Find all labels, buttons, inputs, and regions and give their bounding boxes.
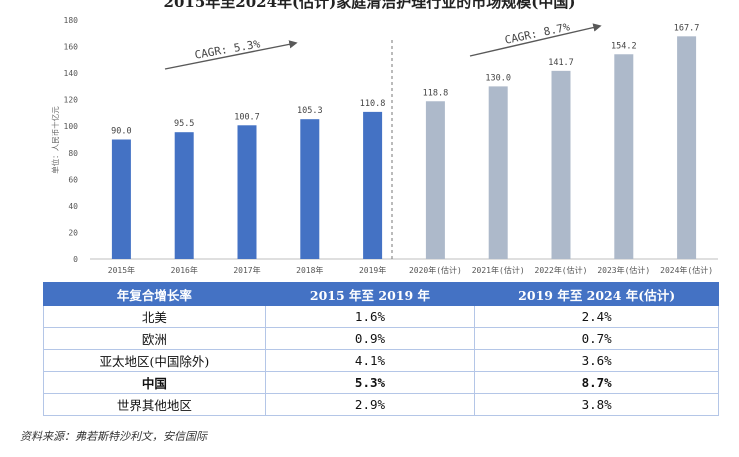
table-header-row: 年复合增长率 2015 年至 2019 年 2019 年至 2024 年(估计) (43, 282, 719, 306)
cagr-arrow (469, 23, 602, 57)
cagr-cell: 5.3% (264, 371, 476, 394)
table-header: 年复合增长率 (43, 282, 266, 306)
bar-value-label: 100.7 (234, 112, 260, 122)
cagr-cell: 8.7% (474, 371, 719, 394)
region-cell: 中国 (43, 371, 266, 394)
region-cell: 欧洲 (43, 327, 266, 350)
x-axis: 2015年 2016年 2017年 2018年 2019年 2020年(估计) 2021年(… (108, 265, 713, 275)
x-tick-label: 2019年 (359, 265, 386, 275)
bar (174, 132, 194, 259)
cagr-cell: 3.6% (474, 349, 719, 372)
bar-value-label: 167.7 (674, 23, 700, 33)
y-tick-label: 60 (68, 175, 78, 184)
bar (363, 111, 383, 259)
bar (300, 119, 320, 259)
table-row: 亚太地区(中国除外) 4.1% 3.6% (43, 349, 719, 372)
y-tick-label: 140 (64, 69, 79, 78)
cagr-cell: 2.9% (264, 393, 476, 416)
x-tick-label: 2018年 (296, 265, 323, 275)
cagr-cell: 3.8% (474, 393, 719, 416)
bar-value-label: 118.8 (423, 88, 449, 98)
table-row: 欧洲 0.9% 0.7% (43, 327, 719, 350)
source-note: 资料来源：弗若斯特沙利文，安信国际 (20, 430, 207, 443)
y-tick-label: 120 (64, 96, 79, 105)
y-axis: 0 20 40 60 80 100 120 140 160 180 单位：人民币十亿元 (50, 16, 718, 264)
cagr-cell: 4.1% (264, 349, 476, 372)
table-header: 2015 年至 2019 年 (264, 282, 476, 306)
cagr-table: 年复合增长率 2015 年至 2019 年 2019 年至 2024 年(估计)… (43, 282, 719, 416)
table-row: 北美 1.6% 2.4% (43, 305, 719, 328)
y-tick-label: 160 (64, 43, 79, 52)
y-tick-label: 20 (68, 228, 78, 237)
table-header: 2019 年至 2024 年(估计) (474, 282, 719, 306)
x-tick-label: 2022年(估计) (535, 265, 588, 275)
y-axis-label: 单位：人民币十亿元 (50, 106, 60, 174)
x-tick-label: 2020年(估计) (409, 265, 462, 275)
bar (677, 36, 697, 259)
bar (488, 86, 508, 259)
bar-value-label: 105.3 (297, 106, 323, 116)
x-tick-label: 2024年(估计) (660, 265, 713, 275)
region-cell: 亚太地区(中国除外) (43, 349, 266, 372)
table-row: 世界其他地区 2.9% 3.8% (43, 393, 719, 416)
x-tick-label: 2015年 (108, 265, 135, 275)
bar (425, 101, 445, 259)
y-tick-label: 40 (68, 202, 78, 211)
bar (111, 139, 131, 259)
cagr-annotations: CAGR: 5.3% CAGR: 8.7% (164, 20, 602, 70)
cagr-cell: 0.7% (474, 327, 719, 350)
cagr-cell: 1.6% (264, 305, 476, 328)
bar-chart: 0 20 40 60 80 100 120 140 160 180 单位：人民币十亿元 90.0 95… (50, 16, 718, 275)
bar-value-label: 154.2 (611, 41, 637, 51)
y-tick-label: 0 (73, 255, 78, 264)
bar-value-label: 130.0 (485, 73, 511, 83)
table-row: 中国 5.3% 8.7% (43, 371, 719, 394)
x-tick-label: 2021年(估计) (472, 265, 525, 275)
bar-value-label: 90.0 (111, 127, 131, 137)
bar (237, 125, 257, 259)
cagr-cell: 0.9% (264, 327, 476, 350)
region-cell: 世界其他地区 (43, 393, 266, 416)
bar-value-label: 141.7 (548, 58, 574, 68)
bar (551, 70, 571, 260)
bars: 90.0 95.5 100.7 105.3 110.8 118.8 130.0 141.7 15… (111, 23, 700, 260)
bar (614, 54, 634, 259)
bar-value-label: 110.8 (360, 99, 386, 109)
cagr-cell: 2.4% (474, 305, 719, 328)
cagr-label: CAGR: 8.7% (504, 20, 572, 47)
cagr-arrow (164, 40, 298, 70)
x-tick-label: 2017年 (233, 265, 260, 275)
region-cell: 北美 (43, 305, 266, 328)
bar-value-label: 95.5 (174, 119, 194, 129)
cagr-label: CAGR: 5.3% (194, 37, 262, 61)
y-tick-label: 80 (68, 149, 78, 158)
y-tick-label: 100 (64, 122, 79, 131)
chart-title: 2015年至2024年(估计)家庭清洁护理行业的市场规模(中国) (163, 0, 576, 11)
y-tick-label: 180 (64, 16, 79, 25)
x-tick-label: 2023年(估计) (597, 265, 650, 275)
x-tick-label: 2016年 (171, 265, 198, 275)
